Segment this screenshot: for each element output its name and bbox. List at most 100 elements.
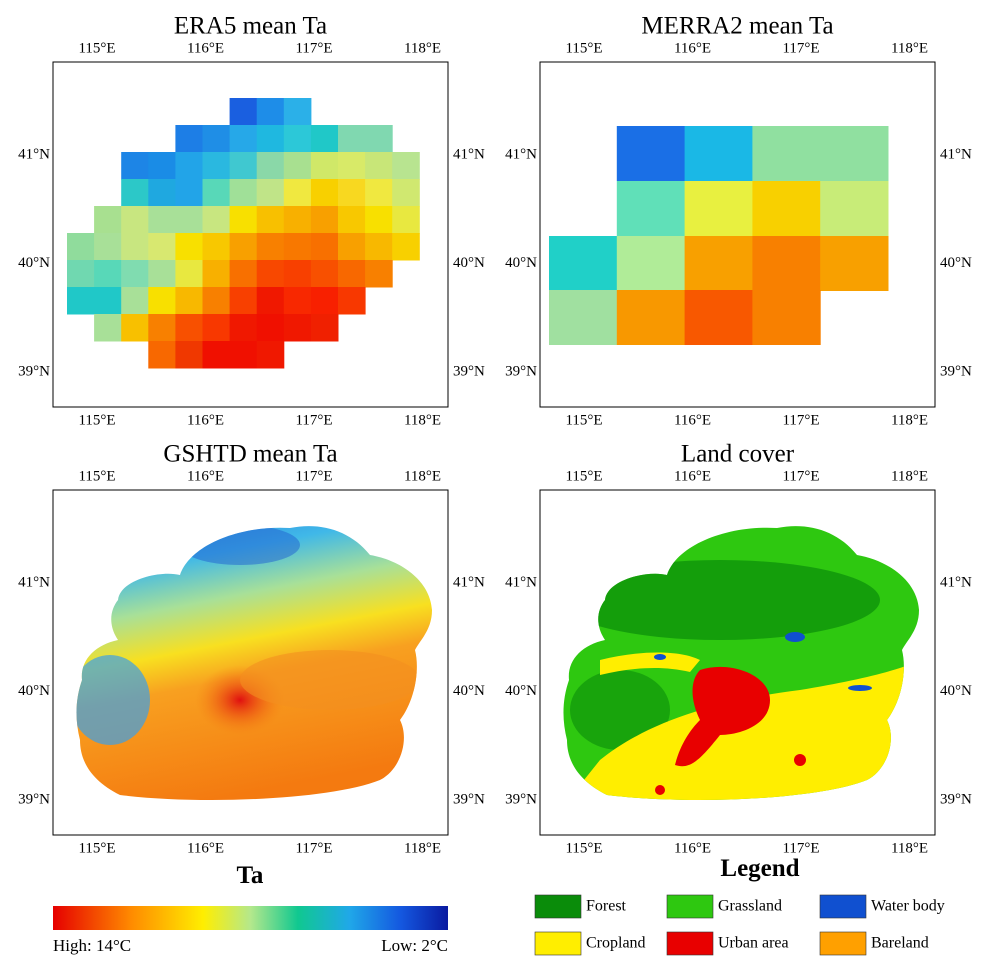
grid-cell [94,233,122,261]
legend-label: Urban area [718,935,789,952]
grid-cell [684,236,753,291]
grid-cell [338,287,366,315]
grid-cell [549,290,618,345]
grid-cell [549,236,618,291]
grid-cell [310,233,339,261]
grid-cell [94,314,122,342]
grid-cell [121,260,149,288]
grid-cell [175,287,203,315]
grid-cell [752,181,821,236]
legend-label: Cropland [586,935,646,952]
x-tick-label: 118°E [404,40,441,56]
grid-cell [202,206,231,234]
grid-cell [229,341,258,369]
grid-cell [121,233,149,261]
grid-cell [256,98,285,126]
grid-cell [820,181,889,236]
grid-cell [148,206,176,234]
grid-cell [94,287,122,315]
x-tick-label: 116°E [674,840,711,856]
panel-title: GSHTD mean Ta [163,441,337,468]
grid-cell [310,179,339,207]
grid-cell [229,152,258,180]
x-tick-label: 115°E [78,468,115,484]
y-tick-label: 41°N [940,146,972,162]
grid-cell [256,287,285,315]
grid-cell [392,179,420,207]
panel-title: ERA5 mean Ta [174,13,327,40]
grid-cell [67,233,95,261]
grid-cell [338,179,366,207]
y-tick-label: 41°N [940,574,972,590]
x-tick-label: 118°E [891,40,928,56]
grid-cell [175,179,203,207]
x-tick-label: 116°E [187,412,224,428]
y-tick-label: 41°N [18,574,50,590]
y-tick-label: 40°N [940,255,972,271]
grid-cell [175,341,203,369]
grid-cell [175,152,203,180]
grid-cell [752,290,821,345]
map-frame [52,489,449,836]
x-tick-label: 115°E [565,412,602,428]
y-tick-label: 40°N [18,683,50,699]
x-tick-label: 115°E [565,840,602,856]
x-tick-label: 115°E [78,40,115,56]
grid-cell [175,233,203,261]
grid-cell [256,179,285,207]
grid-cell [148,260,176,288]
x-tick-label: 116°E [187,40,224,56]
x-tick-label: 116°E [674,412,711,428]
panel-title: MERRA2 mean Ta [641,13,833,40]
grid-cell [392,152,420,180]
grid-cell [256,206,285,234]
grid-cell [365,179,393,207]
grid-cell [392,206,420,234]
grid-cell [229,314,258,342]
x-tick-label: 117°E [782,840,819,856]
legend-label: Grassland [718,898,782,915]
x-tick-label: 115°E [565,40,602,56]
grid-cell [229,98,258,126]
grid-cell [121,152,149,180]
y-tick-label: 39°N [940,363,972,379]
grid-cell [338,125,366,153]
grid-cell [256,152,285,180]
colorbar [53,906,448,930]
grid-cell [616,181,686,236]
grid-cell [338,233,366,261]
grid-cell [202,287,231,315]
grid-cell [338,152,366,180]
x-tick-label: 118°E [891,468,928,484]
y-tick-label: 40°N [453,683,485,699]
grid-cell [310,260,339,288]
grid-cell [283,206,312,234]
grid-cell [820,236,889,291]
y-tick-label: 39°N [453,363,485,379]
y-tick-label: 39°N [505,363,537,379]
grid-cell [684,290,753,345]
y-tick-label: 40°N [940,683,972,699]
x-tick-label: 118°E [404,468,441,484]
grid-cell [148,314,176,342]
map-frame [539,61,936,408]
y-tick-label: 39°N [940,791,972,807]
grid-cell [202,233,231,261]
x-tick-label: 117°E [295,840,332,856]
grid-cell [202,341,231,369]
x-tick-label: 117°E [782,40,819,56]
grid-cell [310,287,339,315]
grid-cell [202,314,231,342]
grid-cell [684,126,753,181]
colorbar-title: Ta [237,862,264,889]
grid-cell [283,152,312,180]
x-tick-label: 117°E [295,40,332,56]
y-tick-label: 40°N [453,255,485,271]
grid-cell [229,260,258,288]
x-tick-label: 115°E [78,840,115,856]
grid-cell [310,152,339,180]
grid-cell [121,206,149,234]
grid-cell [684,181,753,236]
x-tick-label: 116°E [674,468,711,484]
